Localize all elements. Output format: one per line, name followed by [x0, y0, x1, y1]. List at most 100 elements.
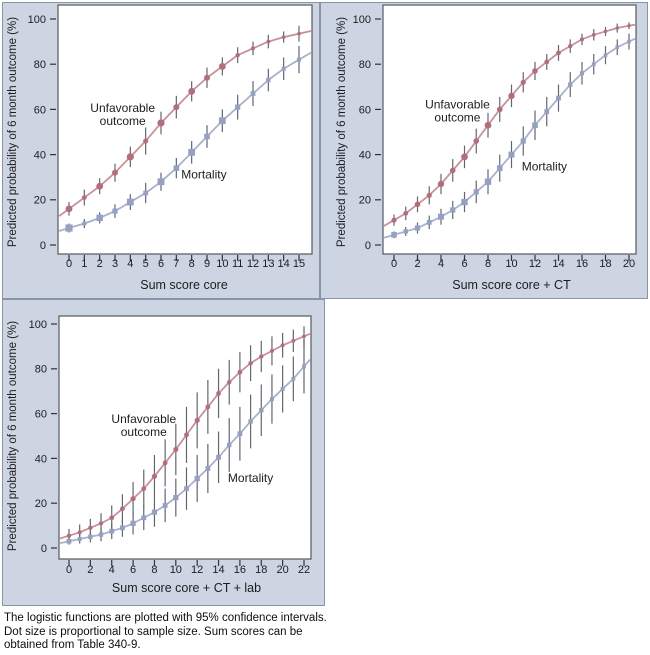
data-point-square [143, 190, 149, 196]
data-point-square [391, 232, 397, 238]
y-tick-label: 40 [34, 149, 46, 161]
markers-unfavorable-outcome [65, 31, 301, 213]
y-tick-label: 60 [35, 408, 47, 420]
y-axis-title: Predicted probability of 6 month outcome… [7, 321, 19, 551]
data-point-square [194, 475, 200, 482]
data-point-square [473, 189, 479, 195]
caption-line-2: Dot size is proportional to sample size.… [4, 625, 303, 638]
x-tick-label: 6 [158, 258, 164, 270]
data-point-dot [484, 121, 492, 129]
data-point-dot [120, 506, 125, 512]
data-point-dot [96, 182, 104, 190]
data-point-dot [615, 26, 620, 30]
series-mortality [58, 46, 312, 233]
data-point-dot [461, 153, 468, 161]
data-point-square [291, 376, 296, 381]
data-point-square [96, 214, 103, 222]
data-point-square [173, 165, 180, 171]
data-point-square [109, 528, 115, 534]
data-point-square [184, 486, 189, 492]
data-point-square [508, 151, 515, 158]
data-point-dot [591, 32, 596, 37]
y-tick-label: 0 [365, 240, 371, 252]
y-axis-title: Predicted probability of 6 month outcome… [7, 17, 19, 247]
data-point-square [580, 71, 584, 76]
x-axis: 0 2 4 6 8 10 12 14 16 18 20 [391, 255, 635, 270]
markers-mortality [65, 57, 301, 232]
x-tick-label: 10 [216, 258, 228, 270]
data-point-square [266, 77, 271, 83]
data-point-square [603, 53, 608, 57]
x-tick-label: 2 [97, 258, 103, 270]
data-point-dot [81, 195, 87, 200]
data-point-dot [556, 50, 561, 56]
series-label-unfavorable-outcome: Unfavorable outcome [111, 412, 176, 439]
x-tick-label: 6 [130, 564, 136, 576]
data-point-dot [297, 31, 301, 36]
data-point-square [615, 45, 620, 50]
x-tick-label: 16 [234, 564, 246, 576]
data-point-square [627, 39, 631, 44]
data-point-square [250, 91, 256, 96]
chart-panel-sum-score-core-ct: 0 20 40 60 80 100 Predicted probability of 6 m… [320, 2, 648, 299]
y-tick-label: 0 [40, 240, 46, 252]
y-tick-label: 40 [35, 453, 47, 465]
x-tick-label: 12 [529, 258, 541, 270]
data-point-dot [184, 432, 189, 438]
data-point-dot [568, 43, 573, 49]
data-point-dot [508, 92, 515, 100]
x-tick-label: 2 [87, 564, 93, 576]
data-point-dot [544, 59, 550, 65]
plot-area [382, 4, 637, 255]
data-point-square [532, 122, 538, 129]
data-point-dot [603, 29, 608, 34]
data-point-square [414, 225, 421, 231]
x-axis-title: Sum score core [140, 278, 228, 292]
series-unfavorable-outcome [58, 25, 312, 217]
x-tick-label: 0 [66, 564, 72, 576]
data-point-dot [235, 52, 240, 58]
y-tick-label: 60 [359, 104, 371, 116]
chart-panel-sum-score-core: 0 20 40 60 80 100 Predicted probability of 6 m… [2, 2, 320, 299]
x-tick-label: 9 [204, 258, 210, 270]
figure-caption: The logistic functions are plotted with … [4, 612, 444, 653]
x-tick-label: 12 [191, 564, 203, 576]
data-point-dot [216, 391, 221, 396]
data-point-dot [269, 348, 274, 353]
caption-line-1: The logistic functions are plotted with … [4, 612, 327, 624]
y-tick-label: 80 [35, 364, 47, 376]
x-tick-label: 14 [212, 564, 224, 576]
x-tick-label: 1 [81, 258, 87, 270]
x-tick-label: 4 [127, 258, 133, 270]
data-point-dot [580, 37, 584, 42]
data-point-square [112, 208, 118, 214]
data-point-dot [218, 63, 226, 70]
x-tick-label: 3 [112, 258, 118, 270]
x-tick-label: 7 [173, 258, 179, 270]
data-point-square [120, 525, 125, 531]
x-axis-title: Sum score core + CT [452, 278, 571, 292]
y-tick-label: 20 [34, 195, 46, 207]
data-point-dot [173, 446, 179, 453]
x-tick-label: 0 [66, 258, 72, 270]
data-point-square [216, 454, 221, 460]
y-tick-label: 60 [34, 104, 46, 116]
y-tick-label: 40 [359, 149, 371, 161]
data-point-dot [426, 192, 432, 198]
data-point-square [204, 133, 210, 140]
data-point-dot [143, 138, 149, 144]
data-point-dot [157, 119, 165, 127]
data-point-dot [188, 87, 196, 95]
data-point-square [280, 386, 285, 391]
data-point-square [141, 515, 147, 521]
data-point-dot [403, 210, 409, 216]
data-point-square [450, 207, 456, 213]
data-point-square [227, 442, 232, 448]
data-point-square [151, 509, 158, 515]
y-tick-label: 20 [359, 195, 371, 207]
data-point-dot [141, 486, 147, 492]
series-label-unfavorable-outcome: Unfavorable outcome [425, 98, 490, 125]
data-point-square [556, 95, 561, 101]
data-point-dot [449, 167, 456, 174]
